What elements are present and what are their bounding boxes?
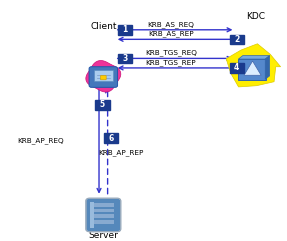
Polygon shape (265, 56, 270, 79)
Text: 5: 5 (100, 100, 105, 109)
FancyBboxPatch shape (230, 34, 244, 44)
FancyBboxPatch shape (92, 220, 114, 224)
Polygon shape (244, 61, 261, 75)
Polygon shape (86, 60, 121, 92)
FancyBboxPatch shape (92, 208, 114, 212)
Text: KRB_AP_REP: KRB_AP_REP (98, 149, 143, 156)
FancyBboxPatch shape (118, 25, 132, 34)
FancyBboxPatch shape (94, 70, 113, 80)
FancyBboxPatch shape (86, 198, 121, 232)
FancyBboxPatch shape (238, 59, 266, 80)
FancyBboxPatch shape (230, 63, 244, 73)
FancyBboxPatch shape (92, 214, 114, 218)
FancyBboxPatch shape (89, 67, 118, 87)
Text: 1: 1 (122, 25, 127, 34)
Text: 3: 3 (122, 54, 127, 63)
FancyBboxPatch shape (92, 203, 114, 207)
FancyBboxPatch shape (95, 100, 110, 110)
FancyBboxPatch shape (90, 202, 94, 228)
Text: 6: 6 (108, 134, 114, 143)
Text: 2: 2 (234, 35, 239, 44)
Text: KRB_AP_REQ: KRB_AP_REQ (17, 137, 63, 144)
FancyBboxPatch shape (118, 54, 132, 63)
Text: KRB_TGS_REP: KRB_TGS_REP (146, 59, 196, 66)
FancyBboxPatch shape (100, 75, 106, 80)
Polygon shape (226, 44, 281, 87)
Text: 4: 4 (234, 63, 239, 73)
Text: Server: Server (88, 231, 118, 241)
Text: KRB_TGS_REQ: KRB_TGS_REQ (145, 50, 197, 56)
Polygon shape (238, 56, 270, 59)
Text: KRB_AS_REQ: KRB_AS_REQ (147, 21, 194, 28)
Text: KDC: KDC (246, 12, 265, 21)
FancyBboxPatch shape (104, 134, 118, 143)
Text: Client: Client (90, 22, 117, 31)
Text: KRB_AS_REP: KRB_AS_REP (148, 31, 193, 37)
